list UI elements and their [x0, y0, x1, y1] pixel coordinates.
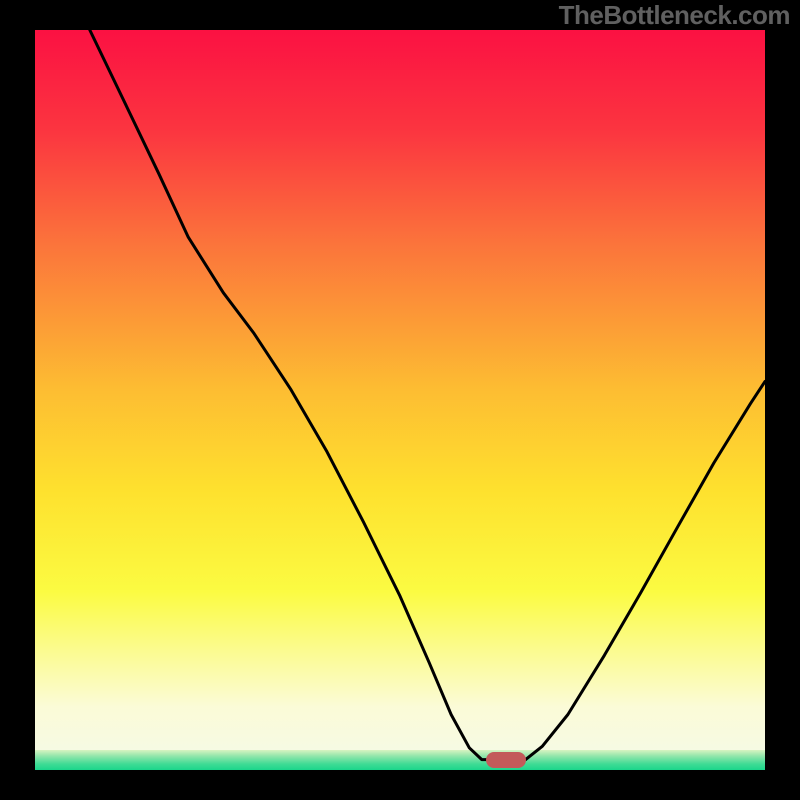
optimal-marker — [486, 752, 526, 768]
bottleneck-curve — [35, 30, 765, 770]
chart-frame: TheBottleneck.com — [0, 0, 800, 800]
watermark-text: TheBottleneck.com — [559, 0, 790, 31]
plot-area — [35, 30, 765, 770]
